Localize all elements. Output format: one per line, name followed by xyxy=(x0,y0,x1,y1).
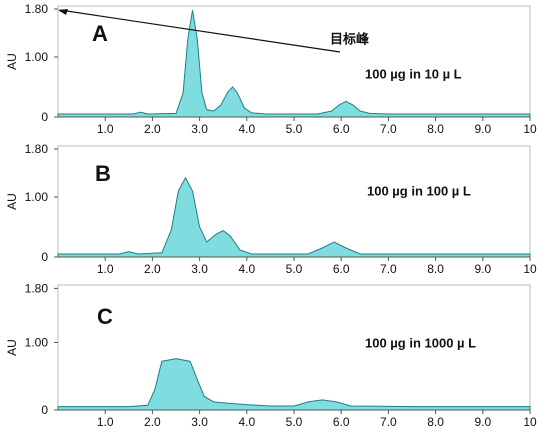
x-tick-label: 3.0 xyxy=(191,415,208,429)
y-tick-label: 1.00 xyxy=(25,336,49,350)
x-tick-label: 5.0 xyxy=(286,122,303,136)
x-tick-label: 3.0 xyxy=(191,122,208,136)
x-tick-label: 8.0 xyxy=(427,262,444,276)
x-tick-label: 1.0 xyxy=(97,415,114,429)
y-tick-label: 0 xyxy=(41,250,48,264)
chromatogram xyxy=(57,176,531,258)
x-tick-label: 9.0 xyxy=(474,262,491,276)
x-tick-label: 4.0 xyxy=(238,122,255,136)
y-tick-label: 1.80 xyxy=(25,2,49,16)
x-tick-label: 5.0 xyxy=(286,262,303,276)
y-tick-label: 0 xyxy=(41,403,48,417)
plot-frame xyxy=(57,145,531,258)
x-tick-label: 6.0 xyxy=(333,415,350,429)
chromatogram xyxy=(57,10,531,118)
y-axis-label: AU xyxy=(5,193,19,210)
x-tick-label: 10 xyxy=(523,122,537,136)
x-tick-label: 10 xyxy=(523,415,537,429)
x-tick-label: 9.0 xyxy=(474,415,491,429)
plot-frame xyxy=(57,5,531,118)
y-axis-label: AU xyxy=(5,53,19,70)
panel-label: A xyxy=(92,21,108,46)
y-tick-label: 1.00 xyxy=(25,190,49,204)
y-tick-label: 1.80 xyxy=(25,282,49,296)
x-tick-label: 8.0 xyxy=(427,415,444,429)
y-tick-label: 1.80 xyxy=(25,142,49,156)
panel-note: 100 µg in 1000 µ L xyxy=(365,335,476,350)
x-tick-label: 1.0 xyxy=(97,262,114,276)
x-tick-label: 10 xyxy=(523,262,537,276)
x-tick-label: 2.0 xyxy=(144,262,161,276)
arrow-head xyxy=(58,9,68,15)
y-tick-label: 1.00 xyxy=(25,50,49,64)
x-tick-label: 9.0 xyxy=(474,122,491,136)
annotation: 目标峰 xyxy=(330,31,370,46)
x-tick-label: 4.0 xyxy=(238,262,255,276)
x-tick-label: 1.0 xyxy=(97,122,114,136)
y-tick-label: 0 xyxy=(41,110,48,124)
panel-note: 100 µg in 10 µ L xyxy=(365,66,462,81)
annotation-arrow xyxy=(59,9,341,53)
panel-label: B xyxy=(95,161,111,186)
x-tick-label: 2.0 xyxy=(144,415,161,429)
x-tick-label: 7.0 xyxy=(380,122,397,136)
x-tick-label: 5.0 xyxy=(286,415,303,429)
x-tick-label: 3.0 xyxy=(191,262,208,276)
plot-frame xyxy=(57,284,531,411)
panel-note: 100 µg in 100 µ L xyxy=(367,183,471,198)
x-tick-label: 7.0 xyxy=(380,415,397,429)
x-tick-label: 4.0 xyxy=(238,415,255,429)
x-tick-label: 7.0 xyxy=(380,262,397,276)
chromatogram xyxy=(57,358,531,411)
panel-label: C xyxy=(97,304,113,329)
x-tick-label: 8.0 xyxy=(427,122,444,136)
x-tick-label: 2.0 xyxy=(144,122,161,136)
y-axis-label: AU xyxy=(5,339,19,356)
x-tick-label: 6.0 xyxy=(333,122,350,136)
x-tick-label: 6.0 xyxy=(333,262,350,276)
